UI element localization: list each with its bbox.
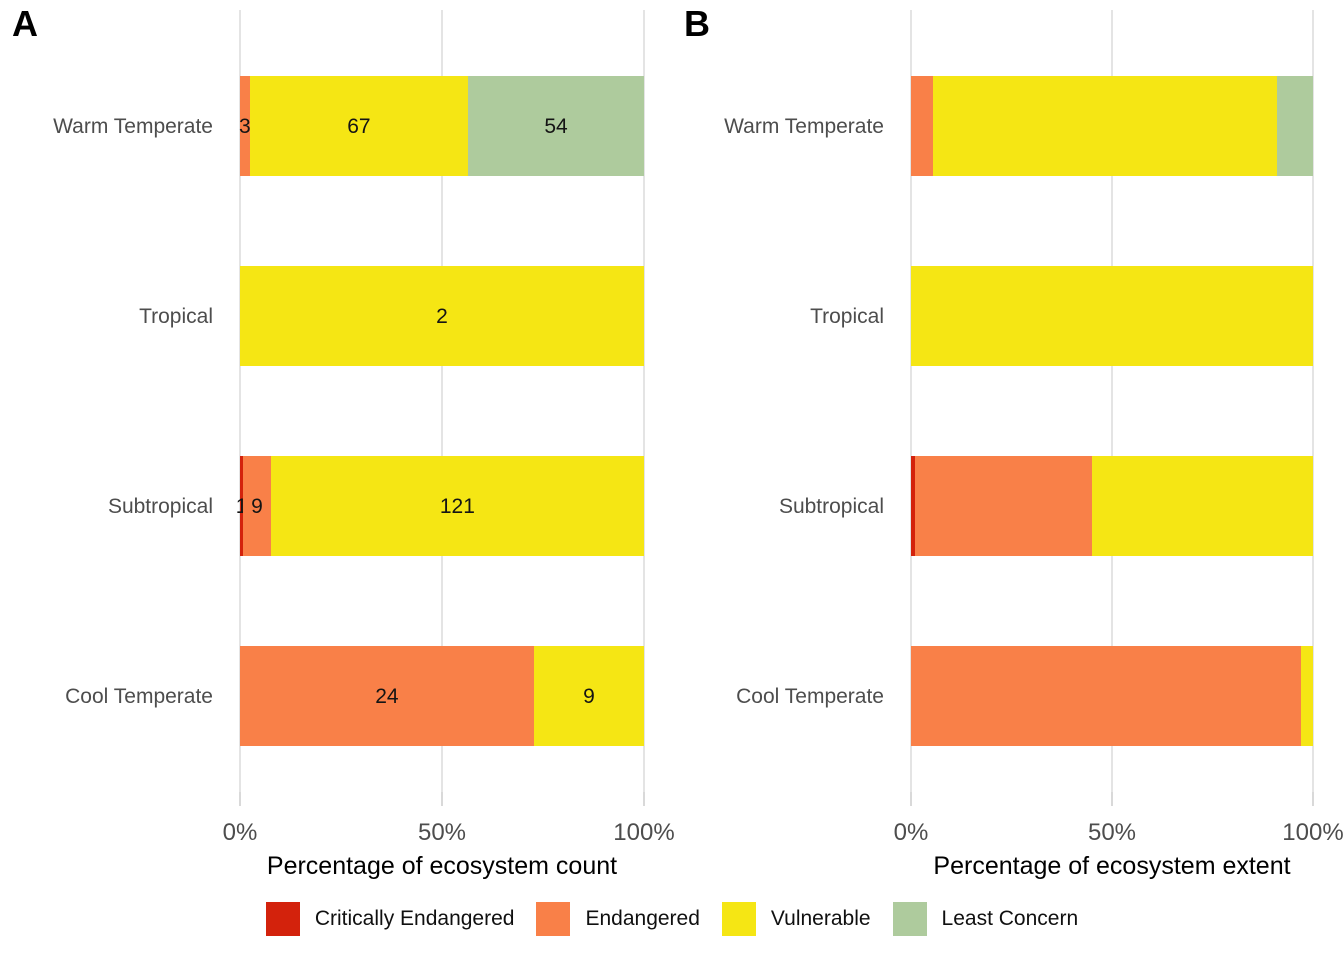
segment-value-label: 9	[583, 685, 595, 708]
axis-tick-100%	[1312, 792, 1314, 806]
bar-segment-vulnerable	[249, 76, 469, 176]
x-axis-title: Percentage of ecosystem extent	[933, 852, 1291, 880]
segment-value-label: 121	[439, 495, 475, 518]
bar-segment-vulnerable	[270, 456, 644, 556]
bar-segment-critically_endangered	[911, 456, 916, 556]
legend-label: Endangered	[585, 907, 700, 930]
segment-value-label: 54	[544, 115, 568, 138]
x-tick-label: 50%	[1087, 819, 1137, 846]
gridline-100%	[1312, 10, 1314, 792]
x-tick-label: 50%	[417, 819, 467, 846]
segment-value-label: 2	[436, 305, 448, 328]
axis-tick-100%	[643, 792, 645, 806]
legend-swatch-vulnerable-icon	[721, 902, 756, 936]
bar-segment-vulnerable	[933, 76, 1277, 176]
legend-item-endangered: Endangered	[536, 902, 700, 936]
gridline-0%	[239, 10, 241, 792]
bar-segment-vulnerable	[240, 266, 644, 366]
bar-segment-vulnerable	[1091, 456, 1313, 556]
x-axis-title: Percentage of ecosystem count	[266, 852, 618, 880]
legend-item-vulnerable: Vulnerable	[721, 902, 871, 936]
row-label: Tropical	[810, 305, 884, 328]
x-tick-label: 0%	[222, 819, 258, 846]
panel-tag-a: A	[12, 3, 38, 44]
legend-label: Vulnerable	[770, 907, 871, 930]
x-tick-label: 100%	[613, 819, 675, 846]
row-label: Subtropical	[107, 495, 213, 518]
row-label: Cool Temperate	[736, 685, 884, 708]
row-label: Warm Temperate	[724, 115, 884, 138]
bar-segment-endangered	[240, 76, 250, 176]
gridline-50%	[1111, 10, 1113, 792]
axis-tick-0%	[239, 792, 241, 806]
row-label: Subtropical	[778, 495, 884, 518]
bar-segment-least_concern	[468, 76, 644, 176]
bar-segment-endangered	[911, 76, 934, 176]
gridline-50%	[441, 10, 443, 792]
row-label: Cool Temperate	[65, 685, 213, 708]
bar-segment-least_concern	[1276, 76, 1313, 176]
x-tick-label: 0%	[893, 819, 929, 846]
legend-item-critically_endangered: Critically Endangered	[265, 902, 515, 936]
bar-segment-endangered	[240, 646, 534, 746]
gridline-100%	[643, 10, 645, 792]
segment-value-label: 24	[375, 685, 399, 708]
row-label: Tropical	[139, 305, 213, 328]
gridline-0%	[910, 10, 912, 792]
legend-item-least_concern: Least Concern	[892, 902, 1079, 936]
legend-swatch-critically_endangered-icon	[265, 902, 300, 936]
legend-label: Critically Endangered	[314, 907, 515, 930]
segment-value-label: 67	[347, 115, 371, 138]
axis-tick-50%	[1111, 792, 1113, 806]
axis-tick-0%	[910, 792, 912, 806]
bar-segment-vulnerable	[911, 266, 1313, 366]
axis-tick-50%	[441, 792, 443, 806]
segment-value-label: 9	[251, 495, 263, 518]
legend-swatch-least_concern-icon	[892, 902, 927, 936]
bar-segment-vulnerable	[1300, 646, 1313, 746]
bar-segment-vulnerable	[533, 646, 644, 746]
segment-value-label: 3	[239, 115, 251, 138]
panel-tag-b: B	[684, 3, 710, 44]
bar-segment-endangered	[915, 456, 1092, 556]
segment-value-label: 1	[235, 495, 248, 518]
bar-segment-critically_endangered	[240, 456, 244, 556]
bar-segment-endangered	[243, 456, 271, 556]
legend-swatch-endangered-icon	[536, 902, 571, 936]
row-label: Warm Temperate	[53, 115, 213, 138]
bar-segment-endangered	[911, 646, 1301, 746]
x-tick-label: 100%	[1282, 819, 1344, 846]
legend-label: Least Concern	[941, 907, 1079, 930]
legend: Critically Endangered Endangered Vulnerabl…	[0, 902, 1344, 936]
